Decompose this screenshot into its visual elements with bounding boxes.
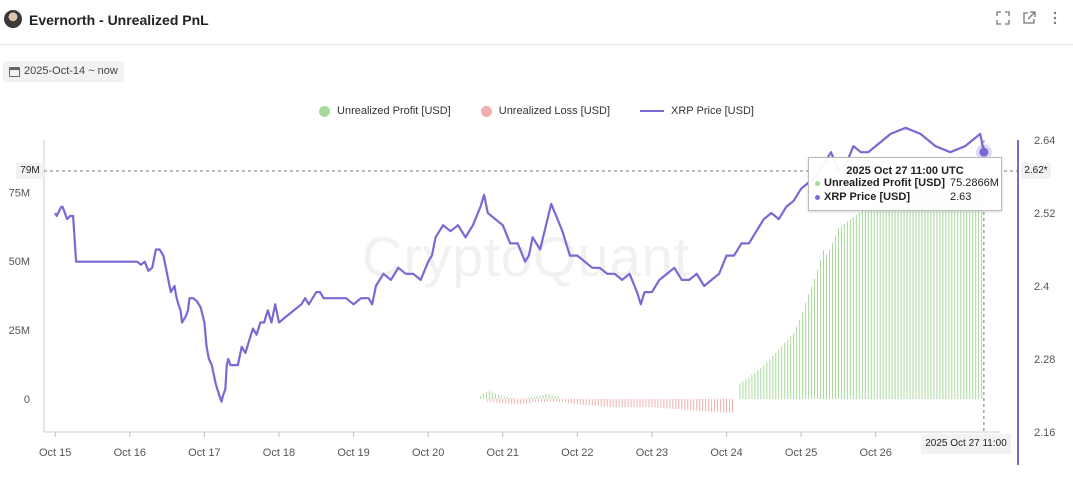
tooltip-row-price: XRP Price [USD] 2.63	[815, 191, 1001, 205]
tooltip-row-profit: Unrealized Profit [USD] 75.2866M	[815, 177, 1001, 191]
crosshair-y-label: 79M	[16, 163, 44, 179]
legend-label: Unrealized Profit [USD]	[337, 105, 451, 117]
crosshair-x-label: 2025 Oct 27 11:00	[921, 434, 1011, 454]
x-tick-label: Oct 18	[263, 447, 295, 459]
y2-tick-label: 2.52	[1034, 208, 1055, 220]
tooltip-title: 2025 Oct 27 11:00 UTC	[846, 165, 964, 177]
tooltip-series-name: Unrealized Profit [USD]	[824, 177, 946, 189]
legend-item-unrealized-profit[interactable]: Unrealized Profit [USD]	[319, 102, 451, 120]
crosshair-y2-label: 2.62*	[1021, 163, 1051, 179]
legend-swatch-loss	[480, 105, 492, 117]
chart-legend: Unrealized Profit [USD] Unrealized Loss …	[0, 102, 1073, 120]
legend-label: XRP Price [USD]	[671, 105, 754, 117]
x-tick-label: Oct 21	[487, 447, 519, 459]
price-marker	[979, 147, 989, 157]
more-vertical-icon[interactable]	[1047, 11, 1063, 27]
y2-tick-label: 2.28	[1034, 354, 1055, 366]
y2-tick-label: 2.4	[1034, 281, 1049, 293]
chart-tooltip: 2025 Oct 27 11:00 UTC Unrealized Profit …	[808, 157, 1002, 211]
y-tick-label: 75M	[9, 187, 30, 199]
legend-item-xrp-price[interactable]: XRP Price [USD]	[640, 102, 754, 120]
date-range-picker[interactable]: 2025-Oct-14 ~ now	[3, 61, 124, 82]
legend-label: Unrealized Loss [USD]	[498, 105, 611, 117]
xrp-price-line	[54, 126, 985, 403]
y-tick-label: 25M	[9, 325, 30, 337]
y2-tick-label: 2.64	[1034, 135, 1055, 147]
y-tick-label: 0	[24, 394, 30, 406]
tooltip-series-value: 75.2866M	[950, 177, 999, 189]
tooltip-series-name: XRP Price [USD]	[824, 191, 910, 203]
calendar-icon	[9, 66, 20, 77]
fullscreen-icon[interactable]	[995, 11, 1011, 27]
x-tick-label: Oct 16	[114, 447, 146, 459]
avatar	[4, 10, 22, 28]
legend-swatch-price	[640, 110, 665, 112]
tooltip-bullet	[815, 194, 820, 200]
legend-swatch-profit	[319, 105, 331, 117]
tooltip-series-value: 2.63	[950, 191, 972, 203]
y-tick-label: 50M	[9, 256, 30, 268]
x-tick-label: Oct 17	[188, 447, 220, 459]
y2-tick-label: 2.16	[1034, 427, 1055, 439]
x-tick-label: Oct 25	[785, 447, 817, 459]
panel-title: Evernorth - Unrealized PnL	[29, 12, 209, 28]
x-tick-label: Oct 19	[337, 447, 369, 459]
x-tick-label: Oct 20	[412, 447, 444, 459]
date-range-label: 2025-Oct-14 ~ now	[24, 65, 118, 77]
open-external-icon[interactable]	[1021, 11, 1037, 27]
tooltip-bullet	[815, 180, 820, 186]
x-tick-label: Oct 15	[39, 447, 71, 459]
x-tick-label: Oct 23	[636, 447, 668, 459]
legend-item-unrealized-loss[interactable]: Unrealized Loss [USD]	[480, 102, 611, 120]
x-tick-label: Oct 24	[710, 447, 742, 459]
panel-header: Evernorth - Unrealized PnL	[0, 0, 1073, 45]
x-tick-label: Oct 26	[860, 447, 892, 459]
x-tick-label: Oct 22	[561, 447, 593, 459]
